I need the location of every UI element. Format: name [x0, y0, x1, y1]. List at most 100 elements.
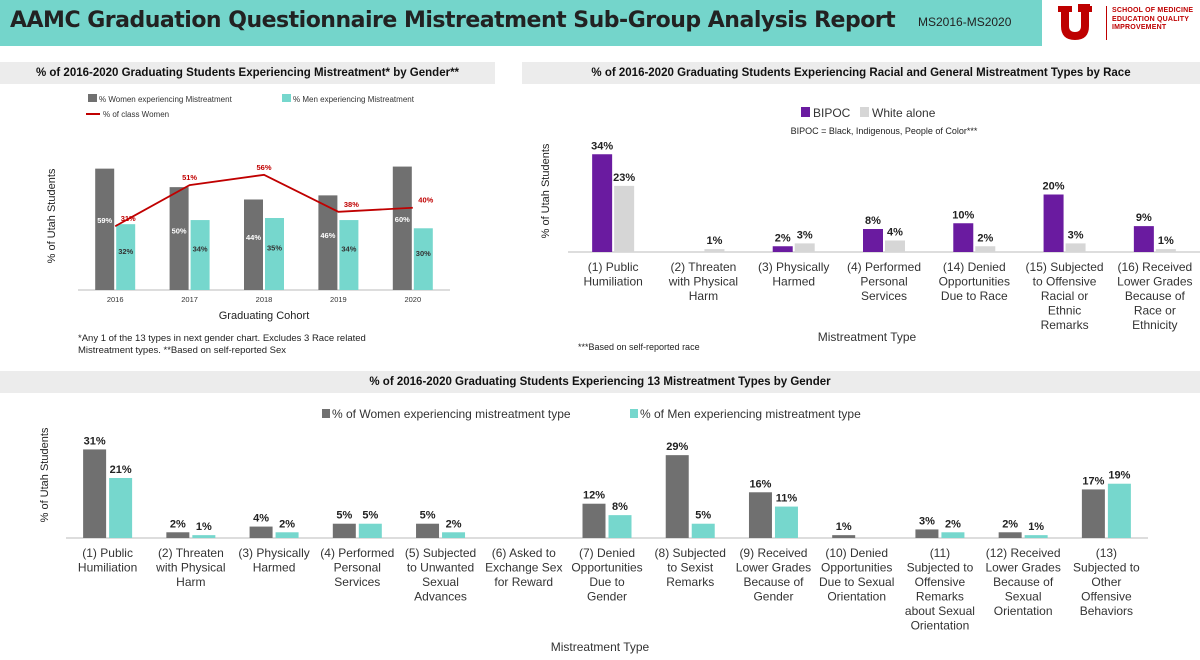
label-men-1: 21% [110, 464, 132, 476]
category-label-11: Remarks [916, 590, 964, 604]
legend-women-swatch [88, 94, 97, 102]
category-label-2: (2) Threaten [158, 546, 224, 560]
bar-men-2 [192, 535, 216, 538]
bar-bipoc-3 [772, 246, 793, 252]
bar-men-4 [358, 523, 382, 538]
category-label-3: (3) Physically [758, 260, 829, 274]
race-note: ***Based on self-reported race [578, 342, 700, 352]
logo-text: SCHOOL OF MEDICINE EDUCATION QUALITY IMP… [1112, 7, 1193, 33]
legend-bipoc-label: BIPOC [813, 106, 851, 120]
category-label-9: Gender [753, 590, 793, 604]
label-women-4: 5% [336, 510, 352, 522]
legend-women-label: % Women experiencing Mistreatment [99, 95, 233, 104]
x-axis-title: Mistreatment Type [551, 640, 650, 654]
bar-women-2016 [95, 168, 115, 290]
category-label-12: Because of [993, 575, 1054, 589]
label-men-2019: 34% [341, 245, 356, 254]
label-white-4: 4% [887, 227, 903, 239]
bar-men-8 [691, 523, 715, 538]
category-label-11: (11) [930, 546, 950, 560]
category-label-1: (1) Public [82, 546, 133, 560]
date-range: MS2016-MS2020 [918, 15, 1012, 29]
category-label-9: (9) Received [739, 546, 807, 560]
bar-women-2020 [392, 166, 412, 290]
label-women-2019: 46% [320, 231, 335, 240]
bar-women-10 [832, 535, 856, 538]
tick-2018: 2018 [256, 295, 273, 304]
label-men-13: 19% [1108, 470, 1130, 482]
category-label-1: (1) Public [588, 260, 639, 274]
category-label-8: to Sexist [667, 561, 714, 575]
bar-bipoc-4 [863, 229, 883, 252]
category-label-2: (2) Threaten [671, 260, 737, 274]
bar-white-3 [794, 243, 815, 252]
category-label-10: Orientation [827, 590, 886, 604]
bipoc-definition: BIPOC = Black, Indigenous, People of Col… [791, 126, 978, 136]
label-men-2: 1% [196, 521, 212, 533]
label-men-9: 11% [776, 493, 798, 505]
bar-men-7 [608, 515, 632, 538]
category-label-6: (6) Asked to [492, 546, 556, 560]
label-men-8: 5% [695, 510, 711, 522]
bar-women-13 [1081, 489, 1105, 538]
label-white-7: 1% [1158, 235, 1174, 247]
category-label-4: Services [861, 289, 907, 303]
legend-men-swatch [630, 409, 638, 418]
category-label-7: Because of [1125, 289, 1186, 303]
category-label-7: Opportunities [571, 561, 642, 575]
category-label-4: Personal [860, 275, 907, 289]
label-bipoc-5: 10% [952, 209, 974, 221]
category-label-5: Opportunities [939, 275, 1010, 289]
label-men-2016: 32% [118, 247, 133, 256]
category-label-6: for Reward [494, 575, 553, 589]
category-label-1: Humiliation [583, 275, 642, 289]
label-bipoc-7: 9% [1136, 212, 1152, 224]
x-axis-title: Mistreatment Type [818, 330, 917, 344]
category-label-5: Due to Race [941, 289, 1008, 303]
category-label-12: Orientation [994, 604, 1053, 618]
label-men-12: 1% [1028, 521, 1044, 533]
label-women-10: 1% [836, 521, 852, 533]
line-label-2016: 31% [121, 214, 136, 223]
legend-line-label: % of class Women [103, 110, 169, 119]
y-axis-title: % of Utah Students [39, 427, 51, 522]
legend-men-label: % of Men experiencing mistreatment type [640, 407, 861, 421]
gender-mistreatment-chart: % Women experiencing Mistreatment % Men e… [46, 94, 450, 322]
category-label-6: Racial or [1041, 289, 1088, 303]
gender-note-1: *Any 1 of the 13 types in next gender ch… [78, 333, 366, 344]
bar-men-5 [442, 532, 466, 538]
y-axis-title: % of Utah Students [540, 143, 552, 238]
bar-women-5 [416, 523, 440, 538]
bar-men-9 [774, 506, 798, 538]
category-label-8: Remarks [666, 575, 714, 589]
bar-white-5 [975, 246, 996, 252]
race-chart-title: % of 2016-2020 Graduating Students Exper… [522, 62, 1200, 84]
category-label-6: (15) Subjected [1026, 260, 1104, 274]
category-label-4: (4) Performed [847, 260, 921, 274]
label-women-2017: 50% [172, 226, 187, 235]
bar-men-1 [109, 478, 133, 538]
bar-men-2017 [190, 220, 210, 290]
label-women-12: 2% [1002, 518, 1018, 530]
category-label-11: about Sexual [905, 604, 975, 618]
category-label-5: Advances [414, 590, 467, 604]
label-men-4: 5% [362, 510, 378, 522]
gender-note-2: Mistreatment types. **Based on self-repo… [78, 345, 287, 356]
bar-bipoc-7 [1133, 226, 1154, 252]
bar-men-2020 [413, 228, 433, 290]
category-label-6: Ethnic [1048, 304, 1081, 318]
legend-women-label: % of Women experiencing mistreatment typ… [332, 407, 571, 421]
bar-men-12 [1024, 535, 1048, 538]
types-chart-title: % of 2016-2020 Graduating Students Exper… [0, 371, 1200, 393]
bar-women-2017 [169, 187, 189, 290]
label-white-5: 2% [977, 232, 993, 244]
category-label-7: (7) Denied [579, 546, 635, 560]
category-label-9: Because of [743, 575, 804, 589]
bar-men-2018 [265, 218, 284, 290]
category-label-11: Orientation [911, 619, 970, 633]
line-label-2017: 51% [182, 173, 197, 182]
bar-women-9 [748, 492, 772, 538]
category-label-6: Exchange Sex [485, 561, 562, 575]
